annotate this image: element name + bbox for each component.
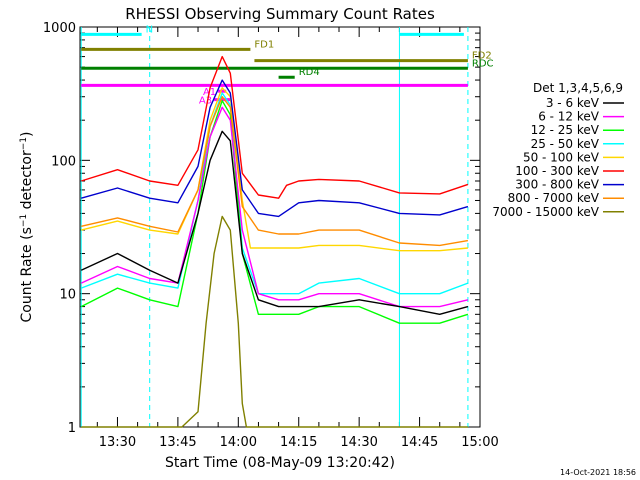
x-tick-label: 13:45 xyxy=(159,435,196,450)
x-tick-label: 15:00 xyxy=(461,435,498,450)
legend-entry-label: 800 - 7000 keV xyxy=(508,191,600,205)
legend-entry-label: 12 - 25 keV xyxy=(531,123,600,137)
axis-ticks xyxy=(80,26,481,428)
series-line xyxy=(80,99,469,324)
series-line xyxy=(80,55,469,199)
legend-entry-label: 7000 - 15000 keV xyxy=(492,205,599,219)
flag-label: FD2 xyxy=(472,51,492,62)
x-tick-label: 14:30 xyxy=(340,435,377,450)
series-line xyxy=(81,215,468,428)
x-tick-label: 14:00 xyxy=(220,435,257,450)
series-line xyxy=(80,106,469,308)
x-axis-label: Start Time (08-May-09 13:20:42) xyxy=(165,455,395,471)
attenuator-label: A3 xyxy=(199,96,212,107)
series-line xyxy=(80,130,469,315)
legend-entry-label: 50 - 100 keV xyxy=(523,150,600,164)
time-markers xyxy=(80,27,469,427)
legend-entry-label: 6 - 12 keV xyxy=(538,110,600,124)
legend-entry-label: 25 - 50 keV xyxy=(531,137,600,151)
flag-label: RDC xyxy=(472,58,494,69)
legend-entry-label: 3 - 6 keV xyxy=(546,96,600,110)
timestamp-label: 14-Oct-2021 18:56 xyxy=(560,468,636,477)
flag-label: N xyxy=(146,24,153,35)
y-axis-label: Count Rate (s−1 detector−1) xyxy=(19,132,35,323)
series-lines xyxy=(80,55,469,428)
y-tick-label: 100 xyxy=(51,154,76,169)
legend-title: Det 1,3,4,5,6,9 xyxy=(533,81,623,95)
y-tick-label: 1000 xyxy=(43,21,76,36)
x-tick-label: 13:30 xyxy=(99,435,136,450)
y-tick-label: 1 xyxy=(68,421,76,436)
series-line xyxy=(81,95,469,247)
chart-title: RHESSI Observing Summary Count Rates xyxy=(125,5,435,23)
series-line xyxy=(81,79,469,218)
x-tick-label: 14:45 xyxy=(401,435,438,450)
flag-label: RD4 xyxy=(299,67,320,78)
legend-entry-label: 300 - 800 keV xyxy=(515,178,599,192)
series-line xyxy=(81,87,468,252)
y-tick-label: 10 xyxy=(59,288,76,303)
flag-label: FD1 xyxy=(254,39,274,50)
x-tick-label: 14:15 xyxy=(280,435,317,450)
legend-entry-label: 100 - 300 keV xyxy=(515,164,599,178)
tick-labels: 1 10 100 1000 13:30 13:45 14:00 14:15 14:30 14:45… xyxy=(43,21,499,450)
